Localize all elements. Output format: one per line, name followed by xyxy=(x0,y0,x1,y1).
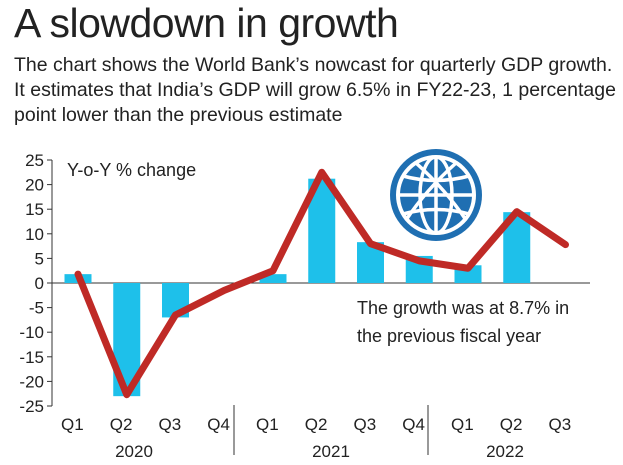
y-tick-label: 0 xyxy=(35,274,44,293)
year-label-2022: 2022 xyxy=(486,442,524,461)
year-label-2020: 2020 xyxy=(115,442,153,461)
chart-subtitle: The chart shows the World Bank’s nowcast… xyxy=(14,54,616,126)
line-series xyxy=(74,168,569,399)
y-tick-label: -20 xyxy=(19,372,44,391)
gdp-line xyxy=(74,168,569,399)
x-tick-label-5: Q2 xyxy=(305,415,328,434)
x-tick-label-10: Q3 xyxy=(549,415,572,434)
y-tick-label: -15 xyxy=(19,348,44,367)
x-tick-label-1: Q2 xyxy=(110,415,133,434)
chart-title: A slowdown in growth xyxy=(14,0,399,46)
x-tick-label-0: Q1 xyxy=(61,415,84,434)
tick-labels: 25 20 15 10 5 0 -5 -10 -15 -20 -25 Q1 Q2 Q3 Q4 Q1 Q2 Q3 Q4… xyxy=(19,151,571,461)
year-label-2021: 2021 xyxy=(312,442,350,461)
annotation-line-2: the previous fiscal year xyxy=(357,326,541,346)
bar-4 xyxy=(259,274,287,283)
x-tick-label-4: Q1 xyxy=(256,415,279,434)
y-tick-label: 15 xyxy=(25,200,44,219)
y-tick-label: 25 xyxy=(25,151,44,170)
y-tick-label: 20 xyxy=(25,176,44,195)
x-tick-label-6: Q3 xyxy=(354,415,377,434)
x-tick-label-9: Q2 xyxy=(500,415,523,434)
x-tick-label-2: Q3 xyxy=(159,415,182,434)
world-bank-globe-icon xyxy=(390,149,482,241)
y-tick-label: 5 xyxy=(35,249,44,268)
x-tick-label-3: Q4 xyxy=(207,415,230,434)
x-tick-label-7: Q4 xyxy=(402,415,425,434)
annotation-line-1: The growth was at 8.7% in xyxy=(357,298,569,318)
y-tick-label: -10 xyxy=(19,323,44,342)
y-tick-label: 10 xyxy=(25,225,44,244)
y-tick-label: -5 xyxy=(29,299,44,318)
y-tick-label: -25 xyxy=(19,397,44,416)
y-axis-label: Y-o-Y % change xyxy=(67,160,196,180)
x-tick-label-8: Q1 xyxy=(451,415,474,434)
